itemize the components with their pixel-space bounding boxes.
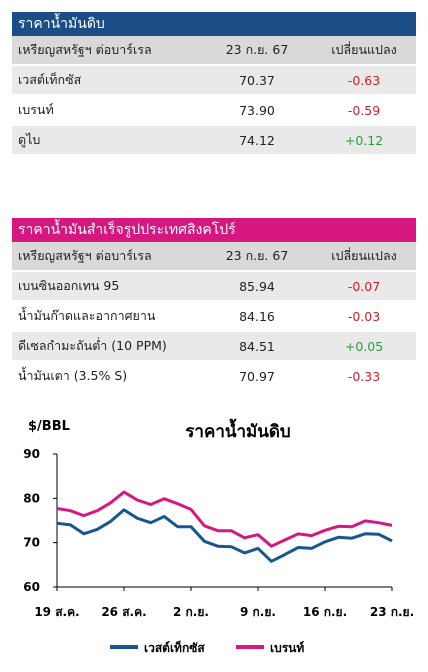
x-tick-label: 19 ส.ค. (34, 605, 79, 619)
y-tick-label: 70 (23, 536, 40, 550)
y-tick-label: 90 (23, 447, 40, 461)
product-name: ดูไบ (18, 132, 41, 147)
crude-oil-rows: เหรียญสหรัฐฯ ต่อบาร์เรล 23 ก.ย. 67 เปลี่ยน… (12, 36, 416, 156)
header-change: เปลี่ยนแปลง (331, 42, 397, 57)
product-price: 70.37 (239, 72, 275, 88)
product-price: 74.12 (239, 132, 275, 148)
price-change: +0.05 (344, 338, 384, 354)
crude-oil-table: ราคาน้ำมันดิบ เหรียญสหรัฐฯ ต่อบาร์เรล 23 … (12, 12, 416, 156)
x-tick-label: 2 ก.ย. (173, 605, 209, 619)
table-row: ดีเซลกำมะถันต่ำ (10 PPM) 84.51 +0.05 (12, 332, 416, 362)
x-tick-label: 9 ก.ย. (240, 605, 276, 619)
table-row: ดูไบ 74.12 +0.12 (12, 126, 416, 156)
product-name: ดีเซลกำมะถันต่ำ (10 PPM) (18, 338, 167, 353)
legend-wti-label: เวสต์เท็กซัส (144, 640, 205, 655)
table-row: เบรนท์ 73.90 -0.59 (12, 96, 416, 126)
singapore-products-table-title: ราคาน้ำมันสำเร็จรูปประเทศสิงคโปร์ (12, 218, 416, 242)
y-tick-label: 80 (23, 491, 40, 505)
table-row: น้ำมันเตา (3.5% S) 70.97 -0.33 (12, 362, 416, 392)
price-change: -0.07 (347, 278, 381, 294)
series-line-brent (56, 490, 393, 548)
x-tick-label: 23 ก.ย. (370, 605, 414, 619)
product-price: 70.97 (239, 368, 275, 384)
x-tick-label: 16 ก.ย. (303, 605, 347, 619)
crude-oil-table-title: ราคาน้ำมันดิบ (12, 12, 416, 36)
header-unit: เหรียญสหรัฐฯ ต่อบาร์เรล (18, 42, 152, 57)
singapore-products-table: ราคาน้ำมันสำเร็จรูปประเทศสิงคโปร์ เหรียญ… (12, 218, 416, 392)
y-tick-label: 60 (23, 580, 40, 594)
header-change: เปลี่ยนแปลง (331, 248, 397, 263)
table-row: เวสต์เท็กซัส 70.37 -0.63 (12, 66, 416, 96)
price-change: -0.59 (347, 102, 381, 118)
product-name: เวสต์เท็กซัส (18, 72, 82, 87)
legend-brent-label: เบรนท์ (270, 641, 304, 655)
table-row: เบนซินออกเทน 95 85.94 -0.07 (12, 272, 416, 302)
product-name: น้ำมันเตา (3.5% S) (18, 368, 128, 383)
product-name: น้ำมันก๊าดและอากาศยาน (18, 308, 156, 323)
product-name: เบรนท์ (18, 102, 54, 117)
table-row: น้ำมันก๊าดและอากาศยาน 84.16 -0.03 (12, 302, 416, 332)
product-price: 84.16 (239, 308, 275, 324)
table-header-row: เหรียญสหรัฐฯ ต่อบาร์เรล 23 ก.ย. 67 เปลี่ยน… (12, 242, 416, 272)
y-axis-unit: $/BBL (28, 419, 70, 434)
table-header-row: เหรียญสหรัฐฯ ต่อบาร์เรล 23 ก.ย. 67 เปลี่ยน… (12, 36, 416, 66)
header-date: 23 ก.ย. 67 (225, 248, 289, 263)
price-change: -0.03 (347, 308, 381, 324)
product-price: 84.51 (239, 338, 275, 354)
product-price: 85.94 (239, 278, 275, 294)
price-change: -0.63 (347, 72, 381, 88)
chart-svg: $/BBL ราคาน้ำมันดิบ 60 70 80 90 19 ส.ค. 26 ส.ค.… (23, 418, 414, 655)
crude-oil-price-chart: $/BBL ราคาน้ำมันดิบ 60 70 80 90 19 ส.ค. 26 ส.ค.… (0, 404, 428, 672)
header-date: 23 ก.ย. 67 (225, 42, 289, 57)
price-change: -0.33 (347, 368, 381, 384)
singapore-products-rows: เหรียญสหรัฐฯ ต่อบาร์เรล 23 ก.ย. 67 เปลี่ยน… (12, 242, 416, 392)
product-price: 73.90 (239, 102, 275, 118)
price-change: +0.12 (344, 132, 384, 148)
x-tick-label: 26 ส.ค. (101, 605, 146, 619)
series-line-wti (56, 508, 393, 563)
header-unit: เหรียญสหรัฐฯ ต่อบาร์เรล (18, 248, 152, 263)
chart-title: ราคาน้ำมันดิบ (185, 418, 290, 442)
product-name: เบนซินออกเทน 95 (18, 278, 120, 293)
